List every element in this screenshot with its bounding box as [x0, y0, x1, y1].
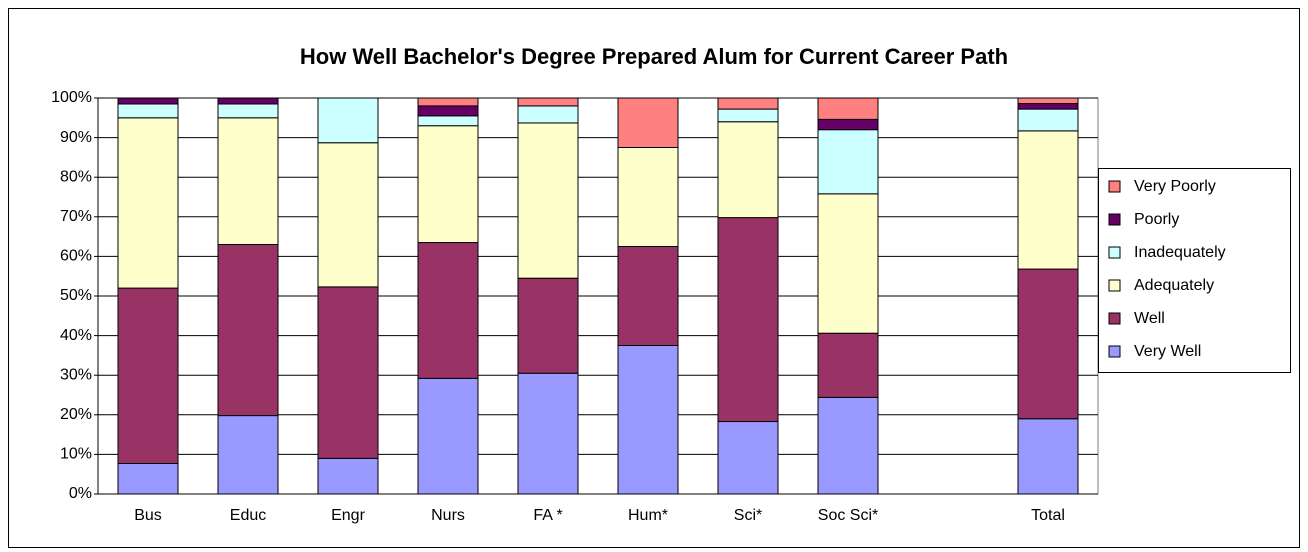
bar-segment	[417, 115, 479, 127]
bar-segment	[517, 122, 579, 279]
legend-label: Very Poorly	[1134, 178, 1216, 195]
bar-segment	[1017, 97, 1079, 105]
bar-segment	[717, 217, 779, 423]
bar-segment	[517, 97, 579, 107]
bar-segment	[117, 117, 179, 289]
bar-segment	[317, 142, 379, 288]
x-tick-label: Soc Sci*	[818, 507, 878, 524]
bar-segment	[417, 97, 479, 107]
bar-segment	[317, 286, 379, 459]
y-tick-label: 50%	[60, 287, 92, 304]
bar-segment	[217, 103, 279, 119]
legend-label: Well	[1134, 310, 1165, 327]
legend-swatch	[1108, 345, 1121, 358]
bar-segment	[717, 421, 779, 495]
x-tick-label: Nurs	[431, 507, 465, 524]
y-tick-label: 80%	[60, 168, 92, 185]
bar-segment	[417, 125, 479, 244]
y-tick-label: 100%	[51, 89, 92, 106]
bar-segment	[217, 97, 279, 105]
x-tick-label: Hum*	[628, 507, 668, 524]
x-tick-label: Bus	[134, 507, 162, 524]
bar-segment	[117, 97, 179, 105]
legend-swatch	[1108, 312, 1121, 325]
bar-segment	[717, 97, 779, 110]
x-tick-label: Total	[1031, 507, 1065, 524]
bar-segment	[417, 105, 479, 117]
y-tick-label: 20%	[60, 406, 92, 423]
bar-segment	[317, 457, 379, 495]
legend-swatch	[1108, 279, 1121, 292]
bar-segment	[717, 121, 779, 219]
bar-segment	[817, 193, 879, 334]
bar-segment	[517, 277, 579, 374]
legend-label: Inadequately	[1134, 244, 1226, 261]
bar-segment	[1017, 103, 1079, 110]
x-tick-label: FA *	[533, 507, 562, 524]
bar-segment	[217, 415, 279, 495]
y-tick-label: 60%	[60, 248, 92, 265]
bar-segment	[217, 117, 279, 246]
bar-segment	[1017, 108, 1079, 132]
bar-segment	[117, 103, 179, 119]
bar-segment	[617, 246, 679, 346]
x-tick-label: Educ	[230, 507, 266, 524]
y-tick-label: 0%	[69, 485, 92, 502]
bar-segment	[517, 105, 579, 124]
bar-segment	[817, 118, 879, 131]
bar-segment	[117, 287, 179, 465]
y-tick-label: 40%	[60, 327, 92, 344]
legend-label: Very Well	[1134, 343, 1201, 360]
y-tick-label: 90%	[60, 129, 92, 146]
bar-segment	[517, 372, 579, 495]
y-tick-label: 30%	[60, 366, 92, 383]
legend-swatch	[1108, 246, 1121, 259]
bar-segment	[617, 147, 679, 247]
bar-segment	[617, 97, 679, 148]
bar-segment	[817, 396, 879, 495]
legend-label: Poorly	[1134, 211, 1179, 228]
bar-segment	[1017, 418, 1079, 495]
bar-segment	[417, 377, 479, 495]
bar-segment	[817, 332, 879, 398]
y-tick-label: 70%	[60, 208, 92, 225]
bar-segment	[617, 345, 679, 495]
y-tick-label: 10%	[60, 446, 92, 463]
x-tick-label: Engr	[331, 507, 365, 524]
bar-segment	[317, 97, 379, 144]
chart-title: How Well Bachelor's Degree Prepared Alum…	[300, 44, 1008, 69]
bar-segment	[417, 242, 479, 379]
bar-segment	[217, 244, 279, 417]
legend-label: Adequately	[1134, 277, 1214, 294]
legend-swatch	[1108, 213, 1121, 226]
bar-segment	[817, 97, 879, 120]
bar-segment	[1017, 130, 1079, 270]
bar-segment	[817, 129, 879, 195]
x-tick-label: Sci*	[734, 507, 762, 524]
legend-box	[1098, 168, 1291, 373]
bar-segment	[717, 108, 779, 123]
legend-swatch	[1108, 180, 1121, 193]
bar-segment	[1017, 268, 1079, 420]
bar-segment	[117, 463, 179, 495]
